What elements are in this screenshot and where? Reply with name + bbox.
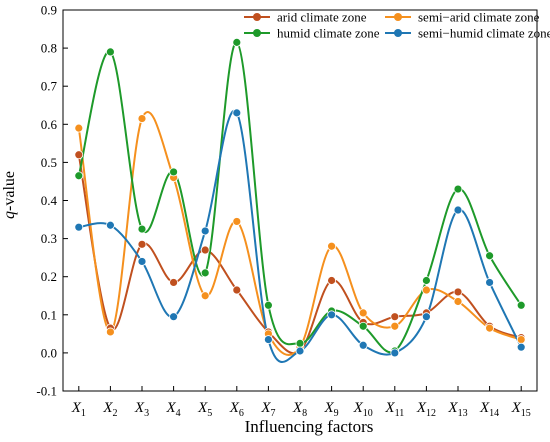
y-tick-label: 0.0 [41,345,57,360]
x-tick-label: X7 [260,400,275,419]
data-point [485,323,495,333]
data-point [74,123,84,133]
legend-label: arid climate zone [277,10,367,25]
series-line-1 [77,154,522,355]
y-axis-label: q-value [1,171,18,219]
legend-item: arid climate zone [244,10,367,25]
data-point [137,257,147,266]
data-point [137,224,147,234]
data-point [327,241,337,251]
data-point [485,251,495,261]
data-point [200,291,210,301]
series-line-4 [78,109,523,363]
legend-swatch-marker [394,29,402,37]
x-tick-label: X10 [353,400,373,419]
x-tick-label: X4 [166,400,181,419]
data-point [137,114,147,123]
data-point [421,312,431,322]
data-point [106,220,115,230]
data-point [453,297,463,306]
plot-frame [62,9,538,392]
series-line-3 [77,41,523,354]
data-point [200,245,210,255]
x-tick-label: X5 [197,400,212,419]
data-point [358,321,368,331]
x-tick-label: X13 [447,400,467,419]
data-point [390,348,400,358]
x-axis-label: Influencing factors [245,417,374,436]
data-point [106,47,115,57]
x-tick-label: X12 [416,400,436,419]
y-tick-label: 0.2 [41,269,57,284]
legend-item: semi−arid climate zone [385,10,540,25]
data-point [74,150,84,160]
data-point [169,167,179,177]
data-point [516,300,526,310]
series-points [74,37,526,358]
data-point [232,217,242,226]
x-tick-label: X15 [511,400,531,419]
y-tick-label: 0.6 [41,117,58,132]
data-point [453,287,463,297]
data-point [232,108,242,118]
data-point [200,226,210,236]
data-point [295,346,305,356]
data-point [106,327,115,337]
data-point [169,312,179,322]
y-tick-label: 0.7 [41,79,58,94]
legend-label: humid climate zone [277,26,380,41]
x-tick-label: X8 [292,400,307,419]
data-point [327,310,337,320]
data-point [516,342,526,352]
data-point [169,278,179,287]
data-point [263,335,273,344]
data-point [358,308,368,318]
data-point [200,268,210,278]
data-point [485,278,495,287]
data-point [137,239,147,249]
data-point [232,285,242,295]
data-point [295,338,305,348]
y-tick-label: 0.3 [41,231,57,246]
y-tick-label: 0.8 [41,41,57,56]
x-tick-label: X3 [134,400,149,419]
data-point [390,321,400,331]
series-lines [77,41,523,363]
y-tick-label: 0.4 [41,193,58,208]
x-tick-label: X1 [71,400,86,419]
y-tick-label: 0.9 [41,3,57,18]
legend-label: semi−arid climate zone [418,10,540,25]
x-tick-label: X9 [324,400,339,419]
data-point [421,285,431,295]
x-tick-label: X6 [229,400,244,419]
axes: -0.1 0.0 0.1 0.2 0.3 0.4 0.5 0.6 0.7 0.8 0.9 X1 X2 X3… [36,3,538,419]
data-point [453,184,463,194]
y-tick-label: 0.5 [41,155,57,170]
legend-label: semi−humid climate zone [418,26,550,41]
data-point [232,37,242,47]
data-point [453,205,463,215]
legend: arid climate zone semi−arid climate zone h… [244,10,550,41]
data-point [74,171,84,181]
x-tick-label: X14 [479,400,499,419]
data-point [516,335,526,344]
legend-item: humid climate zone [244,26,380,41]
series-line-2 [77,110,522,356]
data-point [358,340,368,350]
legend-swatch-marker [253,29,261,37]
data-point [421,276,431,285]
legend-swatch-marker [253,13,261,21]
data-point [74,222,84,232]
legend-swatch-marker [394,13,402,21]
data-point [327,276,337,285]
x-tick-label: X2 [102,400,117,419]
legend-item: semi−humid climate zone [385,26,550,41]
data-point [263,300,273,310]
x-tick-label: X11 [384,400,404,419]
data-point [390,312,400,322]
y-tick-label: -0.1 [36,384,57,399]
y-tick-label: 0.1 [41,307,57,322]
